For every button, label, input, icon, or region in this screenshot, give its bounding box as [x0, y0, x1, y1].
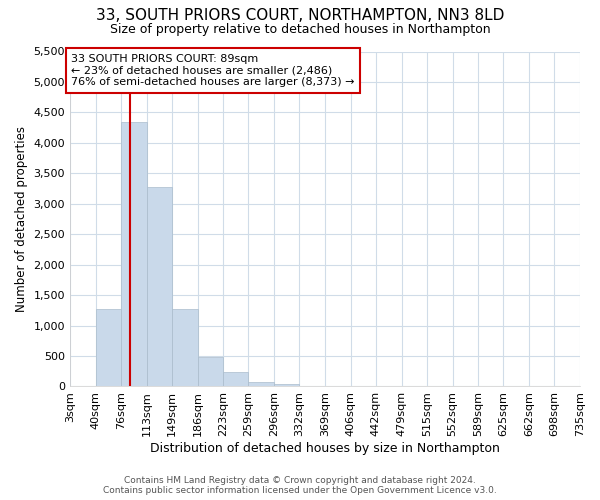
Bar	[172, 308, 197, 386]
Bar	[96, 308, 121, 386]
Bar	[223, 372, 248, 386]
Y-axis label: Number of detached properties: Number of detached properties	[15, 126, 28, 312]
Bar	[197, 357, 223, 386]
Text: Size of property relative to detached houses in Northampton: Size of property relative to detached ho…	[110, 22, 490, 36]
Bar	[248, 382, 274, 386]
Text: Contains HM Land Registry data © Crown copyright and database right 2024.
Contai: Contains HM Land Registry data © Crown c…	[103, 476, 497, 495]
Text: 33, SOUTH PRIORS COURT, NORTHAMPTON, NN3 8LD: 33, SOUTH PRIORS COURT, NORTHAMPTON, NN3…	[96, 8, 504, 22]
Bar	[146, 186, 172, 386]
X-axis label: Distribution of detached houses by size in Northampton: Distribution of detached houses by size …	[150, 442, 500, 455]
Text: 33 SOUTH PRIORS COURT: 89sqm
← 23% of detached houses are smaller (2,486)
76% of: 33 SOUTH PRIORS COURT: 89sqm ← 23% of de…	[71, 54, 355, 87]
Bar	[274, 384, 299, 386]
Bar	[121, 122, 146, 386]
